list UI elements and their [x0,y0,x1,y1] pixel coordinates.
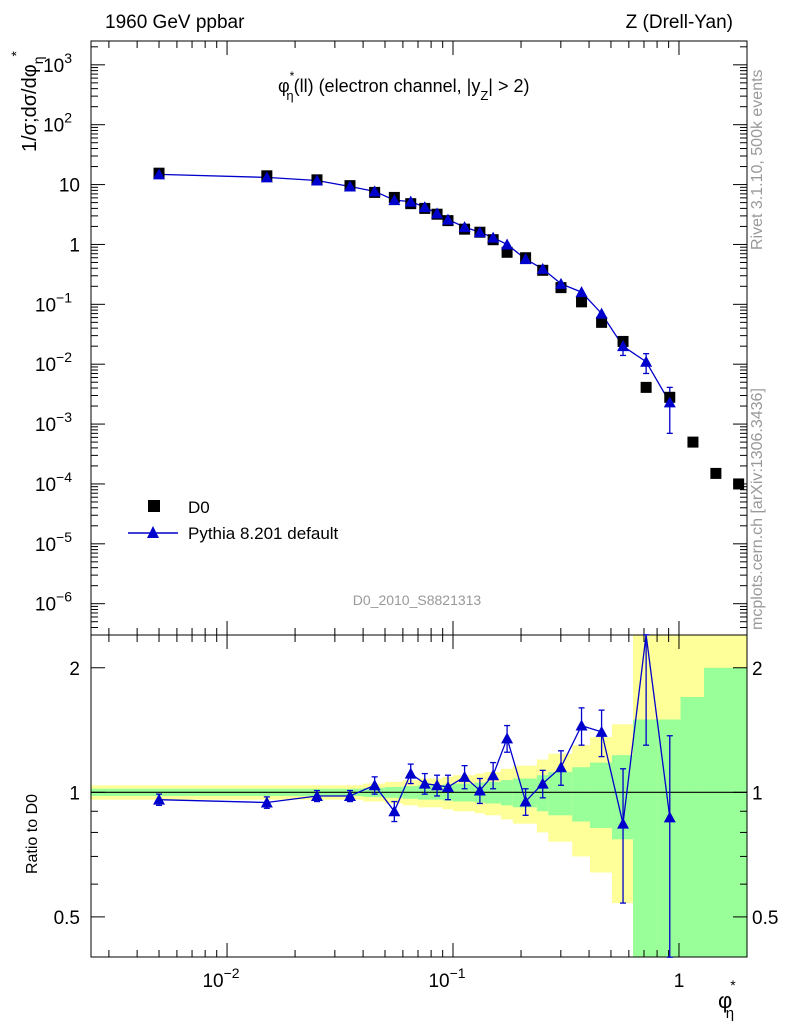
mc-point [418,201,431,213]
y-tick-label: 10−4 [35,469,72,496]
mc-point [310,789,323,801]
mc-point [388,805,401,817]
mc-point [536,262,549,274]
y-tick-label: 10 [59,176,80,197]
ratio-y-tick-label-right: 1 [752,783,763,804]
ratio-y-tick-label-right: 2 [752,659,763,680]
y-tick-label: 102 [43,110,72,137]
main-title: φ* η(ll) (electron channel, |yZ| > 2) [278,69,529,103]
legend: D0 Pythia 8.201 default [128,498,339,543]
mc-point [501,238,514,250]
mc-point [663,811,676,823]
x-tick-label: 1 [674,971,685,992]
header-right: Z (Drell-Yan) [626,12,733,33]
data-point [687,436,699,448]
y-tick-label: 1 [69,235,80,256]
data-point [710,467,722,479]
mc-point [554,761,567,773]
mc-point [404,767,417,779]
x-tick-label: 10−2 [202,965,239,992]
mc-point [595,307,608,319]
mc-point [310,174,323,186]
ratio-y-tick-label: 1 [69,783,80,804]
mc-point [368,185,381,197]
ratio-frame [90,634,748,958]
legend-label-d0: D0 [188,498,210,517]
mc-point [431,207,444,219]
mc-point [343,789,356,801]
mc-point [473,226,486,238]
uncertainty-band-green [590,762,613,828]
mc-point [519,253,532,265]
mc-point [640,355,653,367]
ratio-y-tick-label: 0.5 [54,908,80,929]
mc-point [554,277,567,289]
x-tick-label: 10−1 [428,965,465,992]
mc-point [501,732,514,744]
main-ylabel: 1/σ;dσ/dφη* [8,51,46,153]
mc-point [575,286,588,298]
mc-point [153,793,166,805]
uncertainty-band-green [726,667,748,957]
header-left: 1960 GeV ppbar [105,12,245,33]
mc-point [536,777,549,789]
legend-label-mc: Pythia 8.201 default [188,524,339,543]
legend-marker-d0 [148,500,160,512]
mc-point [487,769,500,781]
uncertainty-band-green [680,696,705,957]
reference-label: mcplots.cern.ch [arXiv:1306.3436] [749,388,766,630]
mc-point [519,795,532,807]
ratio-mc-line [158,635,671,824]
mc-point [575,719,588,731]
mc-point [343,180,356,192]
y-tick-label: 10−1 [35,289,72,316]
data-point [733,478,745,490]
mc-point [431,779,444,791]
mc-point [487,231,500,243]
data-point [596,316,608,328]
mc-point [260,171,273,183]
y-tick-label: 10−5 [35,529,72,556]
y-tick-label: 10−6 [35,589,72,616]
mc-point [260,796,273,808]
data-point [640,381,652,393]
ratio-panel: 10−2 10−1 1 0.5 0.5 1 1 2 2 [54,634,778,992]
mc-point [418,777,431,789]
main-panel: 10−6 10−5 10−4 10−3 10−2 10−1 1 10 102 103 [35,40,748,636]
mc-point [617,340,630,352]
legend-marker-mc [147,526,159,538]
ratio-ylabel: Ratio to D0 [24,794,41,874]
ratio-y-tick-label-right: 0.5 [752,908,778,929]
uncertainty-band-green [572,767,591,822]
mc-point [368,779,381,791]
mc-point [441,781,454,793]
mc-point [617,817,630,829]
y-tick-label: 10−2 [35,349,72,376]
mc-point [441,213,454,225]
mc-point [404,195,417,207]
uncertainty-band-green [633,719,659,957]
mc-point [458,770,471,782]
y-tick-label: 103 [43,50,72,77]
mc-point [595,725,608,737]
mc-line [158,173,671,403]
ratio-y-tick-label: 2 [69,659,80,680]
y-tick-label: 10−3 [35,409,72,436]
mc-point [388,194,401,206]
mc-point [458,221,471,233]
data-point [576,296,588,308]
data-point [501,246,513,258]
x-axis-label: φ* η [718,977,736,1022]
mc-point [153,168,166,180]
uncertainty-band-green [703,667,728,957]
mc-point [663,396,676,408]
mc-point [473,784,486,796]
rivet-version-label: Rivet 3.1.10, 500k events [749,69,766,250]
main-frame [90,40,748,636]
analysis-id: D0_2010_S8821313 [353,592,482,608]
